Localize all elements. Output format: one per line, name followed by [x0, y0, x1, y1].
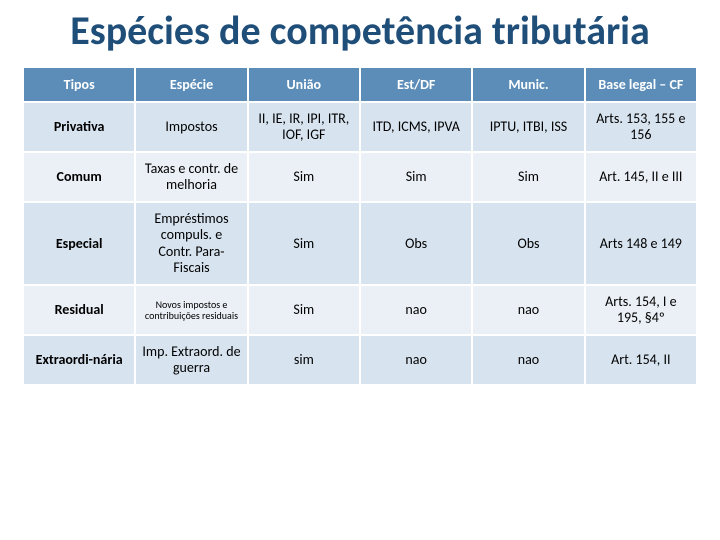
cell-base: Art. 154, II — [585, 335, 697, 385]
cell-estdf: Sim — [360, 152, 472, 202]
cell-especie: Taxas e contr. de melhoria — [135, 152, 247, 202]
cell-uniao: Sim — [248, 285, 360, 335]
cell-uniao: Sim — [248, 152, 360, 202]
col-base: Base legal – CF — [585, 67, 697, 102]
cell-tipos: Comum — [23, 152, 135, 202]
table-row: Privativa Impostos II, IE, IR, IPI, ITR,… — [23, 102, 697, 152]
cell-tipos: Residual — [23, 285, 135, 335]
cell-uniao: II, IE, IR, IPI, ITR, IOF, IGF — [248, 102, 360, 152]
cell-base: Arts. 154, I e 195, §4º — [585, 285, 697, 335]
cell-munic: Sim — [472, 152, 584, 202]
cell-estdf: nao — [360, 335, 472, 385]
cell-base: Arts 148 e 149 — [585, 202, 697, 284]
cell-estdf: nao — [360, 285, 472, 335]
col-uniao: União — [248, 67, 360, 102]
table-container: Tipos Espécie União Est/DF Munic. Base l… — [0, 66, 720, 386]
col-munic: Munic. — [472, 67, 584, 102]
col-estdf: Est/DF — [360, 67, 472, 102]
cell-uniao: sim — [248, 335, 360, 385]
table-row: Extraordi-nária Imp. Extraord. de guerra… — [23, 335, 697, 385]
table-row: Comum Taxas e contr. de melhoria Sim Sim… — [23, 152, 697, 202]
cell-base: Arts. 153, 155 e 156 — [585, 102, 697, 152]
cell-especie: Impostos — [135, 102, 247, 152]
table-header-row: Tipos Espécie União Est/DF Munic. Base l… — [23, 67, 697, 102]
col-tipos: Tipos — [23, 67, 135, 102]
table-row: Residual Novos impostos e contribuições … — [23, 285, 697, 335]
cell-especie: Empréstimos compuls. e Contr. Para-Fisca… — [135, 202, 247, 284]
page-title: Espécies de competência tributária — [0, 0, 720, 66]
cell-munic: IPTU, ITBI, ISS — [472, 102, 584, 152]
cell-especie: Novos impostos e contribuições residuais — [135, 285, 247, 335]
cell-tipos: Especial — [23, 202, 135, 284]
cell-munic: nao — [472, 335, 584, 385]
competencia-table: Tipos Espécie União Est/DF Munic. Base l… — [22, 66, 698, 386]
table-row: Especial Empréstimos compuls. e Contr. P… — [23, 202, 697, 284]
cell-tipos: Privativa — [23, 102, 135, 152]
cell-base: Art. 145, II e III — [585, 152, 697, 202]
cell-munic: nao — [472, 285, 584, 335]
cell-uniao: Sim — [248, 202, 360, 284]
table-body: Privativa Impostos II, IE, IR, IPI, ITR,… — [23, 102, 697, 385]
col-especie: Espécie — [135, 67, 247, 102]
cell-munic: Obs — [472, 202, 584, 284]
cell-especie: Imp. Extraord. de guerra — [135, 335, 247, 385]
cell-estdf: Obs — [360, 202, 472, 284]
cell-tipos: Extraordi-nária — [23, 335, 135, 385]
cell-estdf: ITD, ICMS, IPVA — [360, 102, 472, 152]
